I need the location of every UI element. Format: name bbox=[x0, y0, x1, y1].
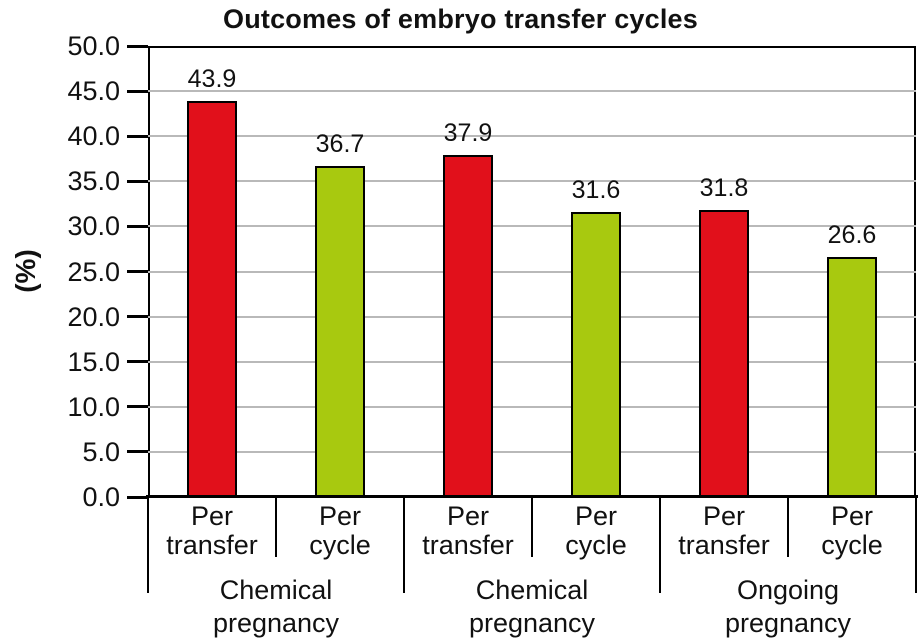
gridline bbox=[148, 405, 916, 408]
y-axis-tick bbox=[127, 134, 148, 138]
category-divider bbox=[275, 497, 277, 557]
gridline bbox=[148, 135, 916, 138]
bar-value-label: 31.8 bbox=[699, 174, 749, 203]
x-group-label-chemical-pregnancy: Chemical pregnancy bbox=[404, 574, 660, 640]
gridline bbox=[148, 315, 916, 318]
y-tick-label: 10.0 bbox=[67, 391, 120, 422]
bar-per-cycle bbox=[315, 165, 365, 497]
y-axis-tick bbox=[127, 315, 148, 319]
label-line: transfer bbox=[678, 530, 770, 560]
label-line: Per bbox=[446, 501, 490, 531]
x-group-label-chemical-pregnancy: Chemical pregnancy bbox=[148, 574, 404, 640]
x-category-label-per-cycle: Per cycle bbox=[276, 502, 404, 560]
x-axis-line bbox=[146, 495, 918, 498]
bar-per-cycle bbox=[571, 211, 621, 497]
label-line: Per bbox=[574, 501, 618, 531]
label-line: transfer bbox=[422, 530, 514, 560]
label-line: cycle bbox=[309, 530, 371, 560]
label-line: Per bbox=[190, 501, 234, 531]
y-axis-tick bbox=[127, 179, 148, 183]
bar-per-transfer bbox=[699, 210, 749, 497]
y-tick-label: 40.0 bbox=[67, 121, 120, 152]
y-axis-tick bbox=[127, 360, 148, 364]
x-category-label-per-transfer: Per transfer bbox=[404, 502, 532, 560]
y-tick-label: 50.0 bbox=[67, 31, 120, 61]
bar-value-label: 31.6 bbox=[571, 175, 621, 204]
y-tick-label: 35.0 bbox=[67, 166, 120, 197]
x-category-label-per-transfer: Per transfer bbox=[660, 502, 788, 560]
label-line: Chemical bbox=[219, 575, 333, 605]
gridline bbox=[148, 225, 916, 228]
group-divider bbox=[915, 497, 917, 593]
label-line: cycle bbox=[565, 530, 627, 560]
x-category-label-per-cycle: Per cycle bbox=[788, 502, 916, 560]
y-tick-label: 25.0 bbox=[67, 256, 120, 287]
y-tick-label: 5.0 bbox=[82, 436, 120, 467]
y-axis-tick bbox=[127, 89, 148, 93]
y-tick-label: 15.0 bbox=[67, 346, 120, 377]
label-line: pregnancy bbox=[724, 608, 852, 638]
gridline bbox=[148, 180, 916, 183]
group-divider bbox=[403, 497, 405, 593]
gridline bbox=[148, 360, 916, 363]
label-line: cycle bbox=[821, 530, 883, 560]
chart-title: Outcomes of embryo transfer cycles bbox=[223, 4, 698, 34]
label-line: pregnancy bbox=[468, 608, 596, 638]
x-category-label-per-transfer: Per transfer bbox=[148, 502, 276, 560]
category-divider bbox=[787, 497, 789, 557]
bar-per-transfer bbox=[443, 155, 493, 497]
gridline bbox=[148, 270, 916, 273]
y-axis-tick bbox=[127, 450, 148, 454]
bar-value-label: 36.7 bbox=[315, 129, 365, 158]
gridline bbox=[148, 450, 916, 453]
gridline bbox=[148, 90, 916, 93]
y-tick-label: 0.0 bbox=[82, 482, 120, 512]
y-axis-tick bbox=[127, 405, 148, 409]
label-line: Chemical bbox=[475, 575, 589, 605]
y-axis-tick bbox=[127, 44, 148, 48]
bar-value-label: 43.9 bbox=[187, 65, 237, 94]
bar-per-transfer bbox=[187, 101, 237, 497]
y-axis-tick bbox=[127, 495, 148, 499]
label-line: Per bbox=[702, 501, 746, 531]
y-axis-tick bbox=[127, 224, 148, 228]
y-tick-label: 45.0 bbox=[67, 76, 120, 107]
category-divider bbox=[531, 497, 533, 557]
label-line: Ongoing bbox=[736, 575, 840, 605]
y-axis-tick bbox=[127, 270, 148, 273]
label-line: Per bbox=[830, 501, 874, 531]
x-group-label-ongoing-pregnancy: Ongoing pregnancy bbox=[660, 574, 916, 640]
y-tick-label: 30.0 bbox=[67, 211, 120, 242]
x-category-label-per-cycle: Per cycle bbox=[532, 502, 660, 560]
label-line: pregnancy bbox=[212, 608, 340, 638]
y-tick-label: 20.0 bbox=[67, 301, 120, 332]
group-divider bbox=[147, 497, 149, 593]
bar-value-label: 37.9 bbox=[443, 119, 493, 148]
bar-value-label: 26.6 bbox=[827, 221, 877, 250]
bar-per-cycle bbox=[827, 257, 877, 497]
group-divider bbox=[659, 497, 661, 593]
label-line: transfer bbox=[166, 530, 258, 560]
label-line: Per bbox=[318, 501, 362, 531]
